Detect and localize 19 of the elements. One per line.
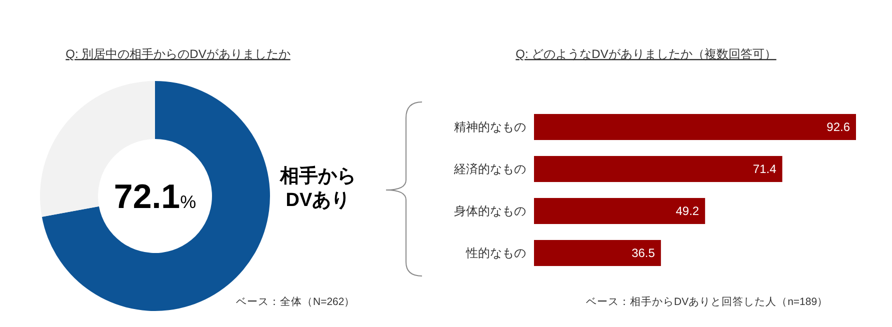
bar bbox=[534, 114, 856, 140]
chart-title: Q: 別居中の相手からのDVがありましたか bbox=[66, 47, 290, 61]
bar bbox=[534, 156, 782, 182]
data-label: 49.2 bbox=[676, 204, 700, 218]
bar bbox=[534, 240, 661, 266]
data-label: 36.5 bbox=[632, 246, 656, 260]
data-label: 92.6 bbox=[826, 120, 850, 134]
data-label: 72.1% bbox=[114, 178, 196, 216]
y-tick-label: 性的なもの bbox=[465, 246, 526, 260]
y-tick-label: 経済的なもの bbox=[453, 162, 526, 176]
bar bbox=[534, 198, 706, 224]
text: ベース：相手からDVありと回答した人（n=189） bbox=[586, 295, 828, 308]
chart-title: Q: どのようなDVがありましたか（複数回答可） bbox=[516, 47, 776, 61]
text: ベース：全体（N=262） bbox=[236, 296, 356, 308]
y-tick-label: 身体的なもの bbox=[454, 204, 526, 218]
data-label: 71.4 bbox=[752, 162, 777, 176]
slice-label: 相手からDVあり bbox=[279, 165, 356, 211]
y-tick-label: 精神的なもの bbox=[454, 120, 526, 134]
donut-slice bbox=[42, 81, 270, 311]
